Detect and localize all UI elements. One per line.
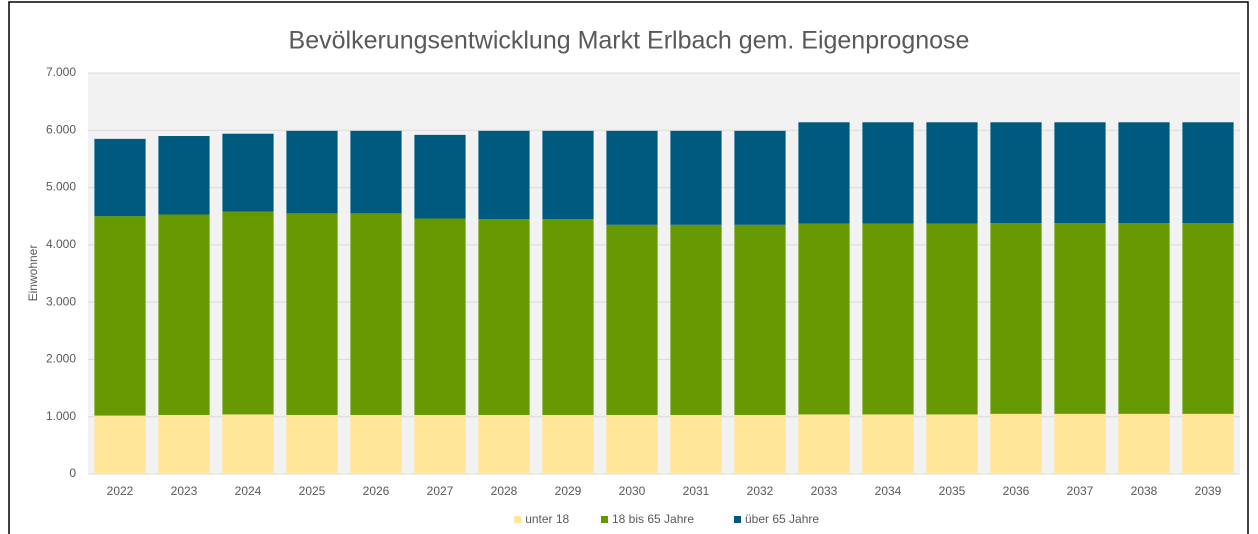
- bar-segment: [1054, 122, 1106, 224]
- x-tick-label: 2026: [363, 484, 390, 498]
- x-tick-label: 2028: [491, 484, 518, 498]
- legend-label: über 65 Jahre: [745, 512, 819, 526]
- bar-segment: [1054, 223, 1106, 414]
- y-tick-label: 6.000: [46, 122, 76, 136]
- x-tick-label: 2035: [939, 484, 966, 498]
- bar-segment: [606, 224, 658, 415]
- bar-segment: [1054, 413, 1106, 474]
- bar-segment: [94, 138, 146, 217]
- legend-swatch: [601, 516, 608, 523]
- bar-segment: [670, 130, 722, 225]
- y-axis-label: Einwohner: [26, 245, 40, 302]
- legend-label: unter 18: [525, 512, 569, 526]
- y-tick-label: 1.000: [46, 409, 76, 423]
- bar-segment: [222, 414, 274, 474]
- bar-segment: [542, 414, 594, 474]
- bar-segment: [670, 224, 722, 415]
- bar-segment: [1118, 413, 1170, 474]
- y-tick-label: 2.000: [46, 352, 76, 366]
- bar-segment: [286, 414, 338, 474]
- y-tick-label: 5.000: [46, 180, 76, 194]
- legend-swatch: [514, 516, 522, 523]
- bar-segment: [222, 211, 274, 415]
- bar-segment: [542, 130, 594, 220]
- bar-segment: [350, 414, 402, 474]
- x-tick-label: 2023: [171, 484, 198, 498]
- bar-segment: [286, 213, 338, 415]
- bar-segment: [414, 134, 466, 219]
- bar-segment: [990, 122, 1042, 224]
- x-tick-label: 2032: [747, 484, 774, 498]
- x-tick-label: 2034: [875, 484, 902, 498]
- bar-segment: [542, 219, 594, 415]
- bar-segment: [1182, 122, 1234, 224]
- x-tick-label: 2039: [1195, 484, 1222, 498]
- bar-segment: [862, 122, 914, 224]
- bar-segment: [670, 414, 722, 474]
- x-tick-label: 2033: [811, 484, 838, 498]
- bar-segment: [1118, 122, 1170, 224]
- bar-segment: [94, 415, 146, 474]
- bar-segment: [862, 414, 914, 474]
- bar-segment: [1182, 223, 1234, 414]
- bar-segment: [926, 223, 978, 415]
- x-tick-label: 2022: [107, 484, 134, 498]
- legend-label: 18 bis 65 Jahre: [612, 512, 694, 526]
- bar-segment: [478, 414, 530, 474]
- bar-segment: [734, 224, 786, 415]
- y-tick-label: 7.000: [46, 65, 76, 79]
- x-tick-label: 2036: [1003, 484, 1030, 498]
- bar-segment: [350, 213, 402, 415]
- y-tick-label: 3.000: [46, 294, 76, 308]
- bar-segment: [478, 130, 530, 220]
- bar-segment: [798, 122, 850, 224]
- bar-segment: [734, 130, 786, 225]
- bar-segment: [478, 219, 530, 415]
- plot-area: [88, 73, 1240, 474]
- y-tick-label: 4.000: [46, 237, 76, 251]
- x-tick-label: 2029: [555, 484, 582, 498]
- bar-segment: [926, 122, 978, 224]
- x-tick-label: 2025: [299, 484, 326, 498]
- bar-segment: [414, 218, 466, 415]
- bar-segment: [606, 414, 658, 474]
- bar-segment: [350, 130, 402, 214]
- bar-segment: [990, 413, 1042, 474]
- bar-segment: [734, 414, 786, 474]
- bar-segment: [222, 133, 274, 212]
- bar-segment: [798, 414, 850, 474]
- bar-segment: [606, 130, 658, 225]
- bar-segment: [414, 414, 466, 474]
- bar-segment: [286, 130, 338, 214]
- bar-segment: [158, 414, 210, 474]
- bar-segment: [158, 136, 210, 215]
- x-tick-label: 2031: [683, 484, 710, 498]
- bar-segment: [158, 214, 210, 415]
- x-tick-label: 2037: [1067, 484, 1094, 498]
- bar-segment: [1118, 223, 1170, 414]
- bar-segment: [990, 223, 1042, 414]
- bar-segment: [926, 414, 978, 474]
- bar-segment: [798, 223, 850, 415]
- x-tick-label: 2030: [619, 484, 646, 498]
- chart-title: Bevölkerungsentwicklung Markt Erlbach ge…: [289, 27, 970, 55]
- x-tick-label: 2038: [1131, 484, 1158, 498]
- bar-segment: [94, 216, 146, 416]
- bar-segment: [1182, 413, 1234, 474]
- y-tick-label: 0: [69, 466, 76, 480]
- legend-swatch: [734, 516, 741, 523]
- x-tick-label: 2027: [427, 484, 454, 498]
- bar-segment: [862, 223, 914, 415]
- x-tick-label: 2024: [235, 484, 262, 498]
